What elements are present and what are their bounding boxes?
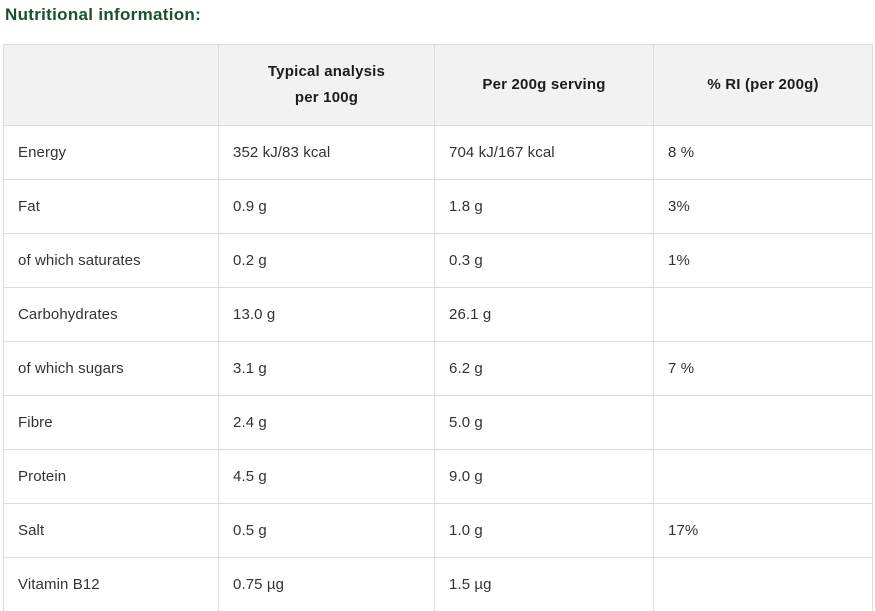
row-label: Fibre bbox=[3, 395, 219, 450]
nutrition-table: Typical analysis per 100g Per 200g servi… bbox=[3, 44, 873, 611]
cell-per-200g: 1.8 g bbox=[434, 179, 654, 234]
cell-ri: 7 % bbox=[653, 341, 873, 396]
cell-per-100g: 2.4 g bbox=[218, 395, 435, 450]
cell-per-100g: 13.0 g bbox=[218, 287, 435, 342]
cell-per-100g: 352 kJ/83 kcal bbox=[218, 125, 435, 180]
table-row-energy: Energy 352 kJ/83 kcal 704 kJ/167 kcal 8 … bbox=[3, 125, 873, 180]
cell-per-100g: 3.1 g bbox=[218, 341, 435, 396]
cell-per-200g: 1.0 g bbox=[434, 503, 654, 558]
table-row-fibre: Fibre 2.4 g 5.0 g bbox=[3, 395, 873, 450]
cell-per-200g: 6.2 g bbox=[434, 341, 654, 396]
table-row-saturates: of which saturates 0.2 g 0.3 g 1% bbox=[3, 233, 873, 288]
cell-ri bbox=[653, 287, 873, 342]
cell-ri: 17% bbox=[653, 503, 873, 558]
col-header-per-100g: Typical analysis per 100g bbox=[218, 44, 435, 126]
col-header-nutrient bbox=[3, 44, 219, 126]
cell-ri bbox=[653, 395, 873, 450]
table-row-carbohydrates: Carbohydrates 13.0 g 26.1 g bbox=[3, 287, 873, 342]
row-label: Salt bbox=[3, 503, 219, 558]
col-header-ri: % RI (per 200g) bbox=[653, 44, 873, 126]
row-label: of which saturates bbox=[3, 233, 219, 288]
cell-ri bbox=[653, 449, 873, 504]
cell-ri: 3% bbox=[653, 179, 873, 234]
cell-ri: 8 % bbox=[653, 125, 873, 180]
table-row-salt: Salt 0.5 g 1.0 g 17% bbox=[3, 503, 873, 558]
page-title: Nutritional information: bbox=[5, 5, 202, 24]
col-header-per-200g: Per 200g serving bbox=[434, 44, 654, 126]
cell-per-100g: 0.2 g bbox=[218, 233, 435, 288]
row-label: Carbohydrates bbox=[3, 287, 219, 342]
cell-per-200g: 5.0 g bbox=[434, 395, 654, 450]
cell-per-100g: 4.5 g bbox=[218, 449, 435, 504]
cell-ri: 1% bbox=[653, 233, 873, 288]
cell-per-100g: 0.75 µg bbox=[218, 557, 435, 611]
cell-per-200g: 704 kJ/167 kcal bbox=[434, 125, 654, 180]
cell-per-200g: 26.1 g bbox=[434, 287, 654, 342]
cell-per-100g: 0.9 g bbox=[218, 179, 435, 234]
row-label: of which sugars bbox=[3, 341, 219, 396]
row-label: Fat bbox=[3, 179, 219, 234]
table-row-vitamin-b12: Vitamin B12 0.75 µg 1.5 µg bbox=[3, 557, 873, 611]
table-row-protein: Protein 4.5 g 9.0 g bbox=[3, 449, 873, 504]
cell-per-200g: 1.5 µg bbox=[434, 557, 654, 611]
row-label: Protein bbox=[3, 449, 219, 504]
table-row-sugars: of which sugars 3.1 g 6.2 g 7 % bbox=[3, 341, 873, 396]
table-row-fat: Fat 0.9 g 1.8 g 3% bbox=[3, 179, 873, 234]
cell-ri bbox=[653, 557, 873, 611]
row-label: Vitamin B12 bbox=[3, 557, 219, 611]
cell-per-200g: 0.3 g bbox=[434, 233, 654, 288]
cell-per-100g: 0.5 g bbox=[218, 503, 435, 558]
cell-per-200g: 9.0 g bbox=[434, 449, 654, 504]
row-label: Energy bbox=[3, 125, 219, 180]
header-row: Typical analysis per 100g Per 200g servi… bbox=[3, 44, 873, 126]
